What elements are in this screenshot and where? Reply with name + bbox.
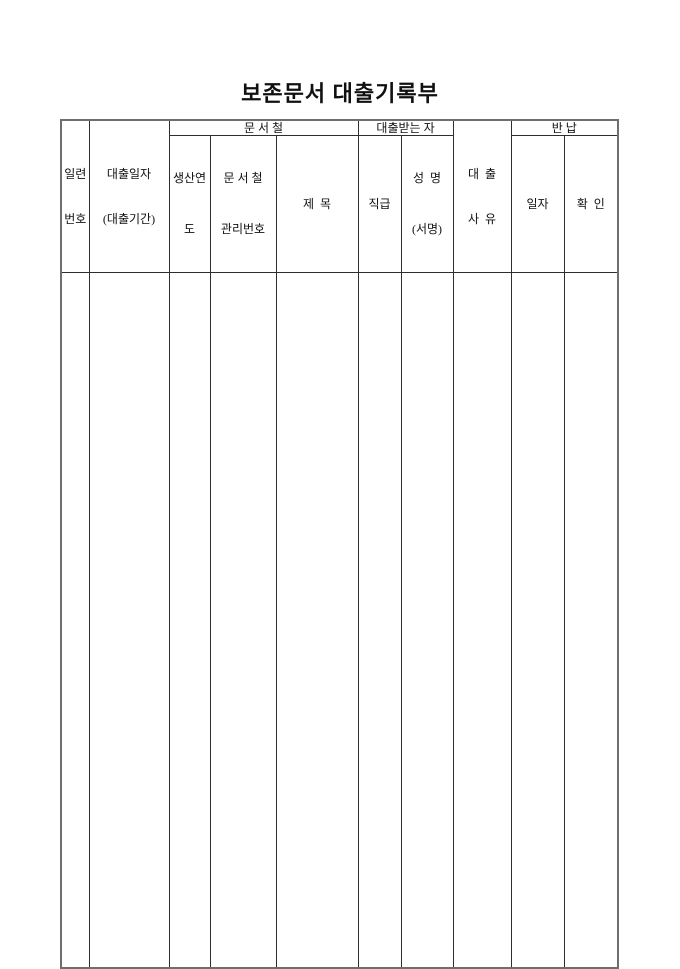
header-file-mgmt-number: 문 서 철 관리번호	[209, 135, 277, 273]
header-group-return: 반 납	[510, 119, 619, 136]
header-confirm: 확 인	[563, 135, 619, 273]
page-title: 보존문서 대출기록부	[241, 81, 439, 106]
body-cell-confirm	[563, 272, 619, 969]
header-document-title: 제 목	[275, 135, 359, 273]
body-cell-file-mgmt-number	[209, 272, 277, 969]
body-cell-document-title	[275, 272, 359, 969]
loan-record-table: 일련 번호 대출일자 (대출기간) 문 서 철 대출받는 자 대 출 사 유 반…	[60, 119, 620, 969]
body-cell-serial	[60, 272, 90, 969]
body-cell-position	[357, 272, 402, 969]
header-name-signature: 성 명 (서명)	[400, 135, 454, 273]
header-loan-reason: 대 출 사 유	[452, 119, 512, 273]
body-cell-return-date	[510, 272, 565, 969]
header-group-document-file: 문 서 철	[168, 119, 359, 136]
header-production-year: 생산연 도	[168, 135, 211, 273]
body-cell-name-signature	[400, 272, 454, 969]
body-cell-production-year	[168, 272, 211, 969]
header-position: 직급	[357, 135, 402, 273]
header-serial-number: 일련 번호	[60, 119, 90, 273]
header-return-date: 일자	[510, 135, 565, 273]
body-cell-loan-date	[88, 272, 170, 969]
body-cell-loan-reason	[452, 272, 512, 969]
header-loan-date: 대출일자 (대출기간)	[88, 119, 170, 273]
header-group-borrower: 대출받는 자	[357, 119, 454, 136]
